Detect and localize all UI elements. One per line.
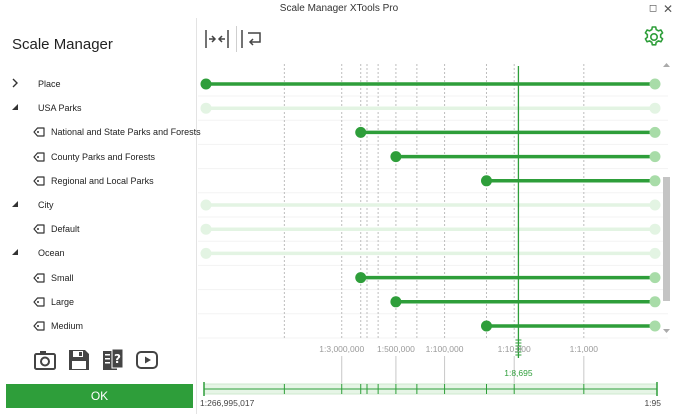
svg-text:?: ?	[114, 352, 121, 366]
max-scale-label: 1:266,995,017	[200, 398, 255, 408]
expand-chevron-icon[interactable]	[10, 77, 20, 89]
tag-icon	[33, 272, 45, 283]
collapse-triangle-icon[interactable]	[10, 101, 20, 113]
scale-chart[interactable]: 1:3,000,000 1:500,000 1:100,000 1:10,000 1:1…	[198, 58, 678, 414]
scale-end-handle[interactable]	[649, 199, 661, 211]
scale-start-handle[interactable]	[390, 296, 402, 308]
tree-item-label: Small	[51, 272, 74, 283]
scale-end-handle[interactable]	[649, 151, 661, 163]
tree-item-label: Place	[38, 79, 61, 89]
collapse-triangle-icon[interactable]	[10, 198, 20, 210]
window-title: Scale Manager XTools Pro	[279, 3, 399, 14]
scale-end-handle[interactable]	[649, 247, 661, 259]
tree-item-label: Default	[51, 224, 80, 235]
scale-start-handle-inactive[interactable]	[200, 247, 212, 259]
scale-end-handle[interactable]	[649, 223, 661, 235]
current-scale-label: 1:8,695	[504, 368, 533, 378]
scroll-up-icon[interactable]	[663, 63, 670, 67]
tree-item[interactable]: Regional and Local Parks	[0, 169, 197, 193]
scale-end-handle[interactable]	[649, 320, 661, 332]
tree-item-label: City	[38, 200, 54, 210]
scrollbar[interactable]	[662, 63, 671, 338]
fit-scales-icon[interactable]	[204, 27, 230, 51]
scale-end-handle[interactable]	[649, 272, 661, 284]
tree-item-label: County Parks and Forests	[51, 151, 156, 162]
toolbar-separator	[236, 26, 237, 52]
tree-item[interactable]: Default	[0, 217, 197, 241]
scale-start-handle-inactive[interactable]	[200, 223, 212, 235]
tag-icon	[33, 321, 45, 331]
scale-start-handle-inactive[interactable]	[200, 102, 212, 114]
scale-end-handle[interactable]	[649, 126, 661, 138]
scale-start-handle[interactable]	[355, 272, 367, 284]
tree-item-label: Ocean	[38, 248, 65, 259]
tree-item-label: USA Parks	[38, 103, 82, 114]
title-bar: Scale Manager XTools Pro ◻ ✕	[0, 0, 678, 18]
scale-start-handle[interactable]	[390, 151, 402, 163]
tree-item[interactable]: Small	[0, 266, 197, 290]
tree-group[interactable]: City	[0, 193, 197, 217]
scale-start-handle[interactable]	[200, 78, 212, 90]
scroll-thumb[interactable]	[663, 177, 670, 301]
ok-button[interactable]: OK	[6, 384, 193, 408]
scale-end-handle[interactable]	[649, 102, 661, 114]
close-icon[interactable]: ✕	[662, 2, 674, 16]
help-icon[interactable]: ?	[101, 348, 125, 372]
tag-icon	[33, 297, 45, 307]
tree-item-label: Medium	[51, 321, 84, 331]
scale-start-handle-inactive[interactable]	[200, 199, 212, 211]
tree-group[interactable]: Place	[0, 72, 197, 96]
tree-item[interactable]: National and State Parks and Forests	[0, 120, 201, 144]
scale-tick-label: 1:3,000,000	[319, 344, 364, 354]
tag-icon	[33, 127, 45, 137]
tree-item-label: Regional and Local Parks	[51, 175, 154, 186]
tree-item[interactable]: Large	[0, 290, 197, 314]
scale-start-handle[interactable]	[480, 175, 492, 187]
app-title: Scale Manager	[12, 36, 113, 53]
gear-icon[interactable]	[642, 25, 666, 49]
tree-group[interactable]: Ocean	[0, 241, 197, 265]
scroll-down-icon[interactable]	[663, 329, 670, 333]
scale-end-handle[interactable]	[649, 78, 661, 90]
scale-tick-label: 1:1,000	[570, 344, 599, 354]
scale-start-handle[interactable]	[480, 320, 492, 332]
maximize-icon[interactable]: ◻	[648, 3, 658, 14]
tree-item-label: National and State Parks and Forests	[51, 127, 201, 138]
play-icon[interactable]	[135, 348, 159, 372]
toolbar	[198, 18, 678, 58]
min-scale-label: 1:95	[644, 398, 661, 408]
tag-icon	[33, 224, 45, 234]
save-icon[interactable]	[67, 348, 91, 372]
tag-icon	[33, 151, 45, 162]
tree-item[interactable]: Medium	[0, 314, 197, 338]
reset-scales-icon[interactable]	[240, 27, 266, 51]
tree-item-label: Large	[51, 296, 75, 307]
tree-group[interactable]: USA Parks	[0, 96, 197, 120]
scale-end-handle[interactable]	[649, 175, 661, 187]
scale-tick-label: 1:500,000	[377, 344, 415, 354]
scale-tick-label: 1:10,000	[498, 344, 531, 354]
collapse-triangle-icon[interactable]	[10, 246, 20, 258]
scale-end-handle[interactable]	[649, 296, 661, 308]
camera-icon[interactable]	[33, 348, 57, 372]
tag-icon	[33, 176, 45, 186]
scale-start-handle[interactable]	[355, 126, 367, 138]
tree-item[interactable]: County Parks and Forests	[0, 145, 197, 169]
left-panel: Scale Manager Place USA Parks National and…	[0, 18, 201, 414]
scale-tick-label: 1:100,000	[426, 344, 464, 354]
